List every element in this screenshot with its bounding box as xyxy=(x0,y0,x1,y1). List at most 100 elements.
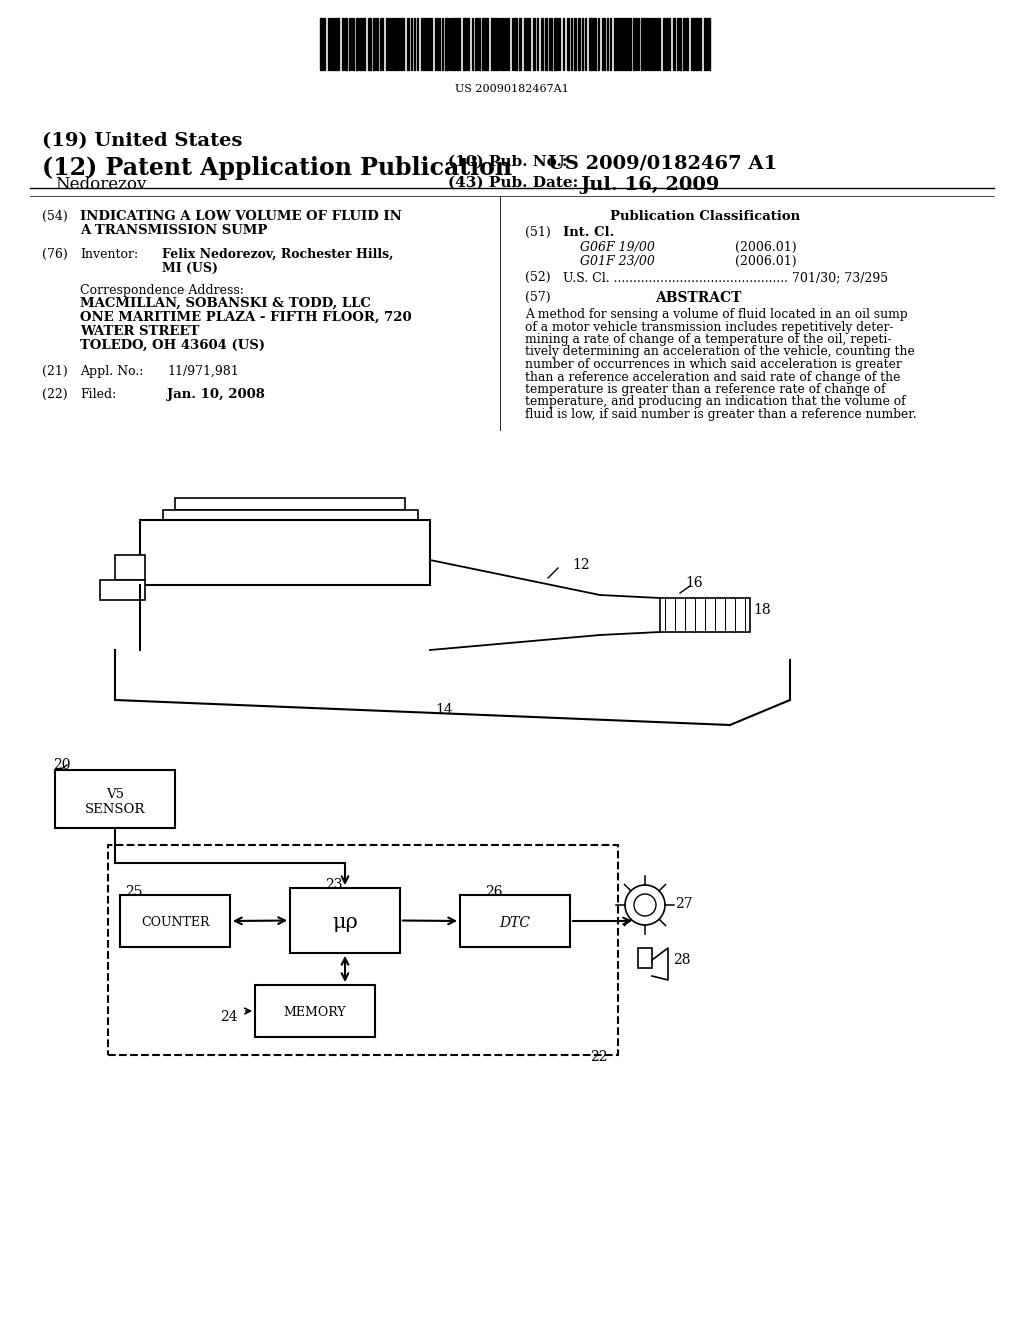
Text: 12: 12 xyxy=(572,558,590,572)
Bar xyxy=(356,18,358,70)
Bar xyxy=(342,18,344,70)
Bar xyxy=(120,895,230,946)
Bar xyxy=(628,18,631,70)
Text: U.S. Cl. ............................................. 701/30; 73/295: U.S. Cl. ...............................… xyxy=(563,271,888,284)
Bar xyxy=(624,18,627,70)
Bar xyxy=(319,18,323,70)
Bar xyxy=(638,948,652,968)
Text: G01F 23/00: G01F 23/00 xyxy=(580,255,655,268)
Bar xyxy=(445,18,449,70)
Bar xyxy=(679,18,681,70)
Bar xyxy=(554,18,556,70)
Bar xyxy=(621,18,623,70)
Bar xyxy=(400,18,402,70)
Bar xyxy=(660,598,750,632)
Bar xyxy=(386,18,388,70)
Text: mining a rate of change of a temperature of the oil, repeti-: mining a rate of change of a temperature… xyxy=(525,333,892,346)
Bar xyxy=(140,520,430,585)
Bar xyxy=(705,18,707,70)
Text: A method for sensing a volume of fluid located in an oil sump: A method for sensing a volume of fluid l… xyxy=(525,308,907,321)
Bar xyxy=(100,579,145,601)
Text: Int. Cl.: Int. Cl. xyxy=(563,226,614,239)
Bar xyxy=(507,18,509,70)
Text: (76): (76) xyxy=(42,248,68,261)
Bar xyxy=(666,18,668,70)
Bar xyxy=(708,18,710,70)
Text: 28: 28 xyxy=(673,953,690,968)
Bar xyxy=(644,18,646,70)
Bar xyxy=(541,18,543,70)
Bar xyxy=(683,18,685,70)
Text: Correspondence Address:: Correspondence Address: xyxy=(80,284,244,297)
Text: μρ: μρ xyxy=(332,913,357,932)
Text: (12) Patent Application Publication: (12) Patent Application Publication xyxy=(42,156,512,180)
Bar xyxy=(345,18,347,70)
Bar xyxy=(427,18,430,70)
Text: US 2009/0182467 A1: US 2009/0182467 A1 xyxy=(548,154,777,173)
Bar xyxy=(457,18,460,70)
Bar xyxy=(407,18,409,70)
Bar xyxy=(373,18,375,70)
Text: fluid is low, if said number is greater than a reference number.: fluid is low, if said number is greater … xyxy=(525,408,916,421)
Text: (21): (21) xyxy=(42,366,68,378)
Bar xyxy=(421,18,423,70)
Bar xyxy=(108,845,618,1055)
Text: MACMILLAN, SOBANSKI & TODD, LLC: MACMILLAN, SOBANSKI & TODD, LLC xyxy=(80,297,371,310)
Bar xyxy=(663,18,665,70)
Bar xyxy=(482,18,484,70)
Bar xyxy=(490,18,493,70)
Bar xyxy=(589,18,592,70)
Text: Felix Nedorezov, Rochester Hills,: Felix Nedorezov, Rochester Hills, xyxy=(162,248,393,261)
Text: US 20090182467A1: US 20090182467A1 xyxy=(455,84,569,94)
Text: A TRANSMISSION SUMP: A TRANSMISSION SUMP xyxy=(80,224,267,238)
Text: Publication Classification: Publication Classification xyxy=(610,210,800,223)
Text: COUNTER: COUNTER xyxy=(140,916,209,929)
Bar xyxy=(686,18,688,70)
Text: G06F 19/00: G06F 19/00 xyxy=(580,242,655,253)
Bar xyxy=(359,18,361,70)
Bar xyxy=(647,18,649,70)
Text: DTC: DTC xyxy=(500,916,530,931)
Text: MEMORY: MEMORY xyxy=(284,1006,346,1019)
Text: (2006.01): (2006.01) xyxy=(735,255,797,268)
Text: (52): (52) xyxy=(525,271,551,284)
Bar xyxy=(376,18,378,70)
Text: ONE MARITIME PLAZA - FIFTH FLOOR, 720: ONE MARITIME PLAZA - FIFTH FLOOR, 720 xyxy=(80,312,412,323)
Bar xyxy=(574,18,575,70)
Text: (22): (22) xyxy=(42,388,68,401)
Text: tively determining an acceleration of the vehicle, counting the: tively determining an acceleration of th… xyxy=(525,346,914,359)
Text: 26: 26 xyxy=(485,884,503,899)
Bar xyxy=(115,554,145,579)
Bar xyxy=(641,18,643,70)
Text: than a reference acceleration and said rate of change of the: than a reference acceleration and said r… xyxy=(525,371,900,384)
Text: 14: 14 xyxy=(435,704,453,717)
Bar xyxy=(424,18,426,70)
Bar xyxy=(494,18,497,70)
Bar xyxy=(614,18,617,70)
Text: 23: 23 xyxy=(325,878,342,892)
Text: V5
SENSOR: V5 SENSOR xyxy=(85,788,145,816)
Text: 16: 16 xyxy=(685,576,702,590)
Text: (54): (54) xyxy=(42,210,68,223)
Text: (19) United States: (19) United States xyxy=(42,132,243,150)
Bar xyxy=(332,18,335,70)
Text: MI (US): MI (US) xyxy=(162,261,218,275)
Bar xyxy=(255,985,375,1038)
Text: Jan. 10, 2008: Jan. 10, 2008 xyxy=(167,388,265,401)
Bar xyxy=(290,888,400,953)
Bar xyxy=(578,18,580,70)
Text: 11/971,981: 11/971,981 xyxy=(167,366,239,378)
Text: 27: 27 xyxy=(675,898,692,911)
Text: INDICATING A LOW VOLUME OF FLUID IN: INDICATING A LOW VOLUME OF FLUID IN xyxy=(80,210,401,223)
Text: (57): (57) xyxy=(525,290,551,304)
Bar xyxy=(463,18,466,70)
Text: WATER STREET: WATER STREET xyxy=(80,325,200,338)
Text: 22: 22 xyxy=(591,1049,608,1064)
Text: of a motor vehicle transmission includes repetitively deter-: of a motor vehicle transmission includes… xyxy=(525,321,894,334)
Bar xyxy=(514,18,517,70)
Bar xyxy=(502,18,504,70)
Text: 20: 20 xyxy=(53,758,71,772)
Bar xyxy=(534,18,535,70)
Bar xyxy=(175,498,406,510)
Bar xyxy=(453,18,456,70)
